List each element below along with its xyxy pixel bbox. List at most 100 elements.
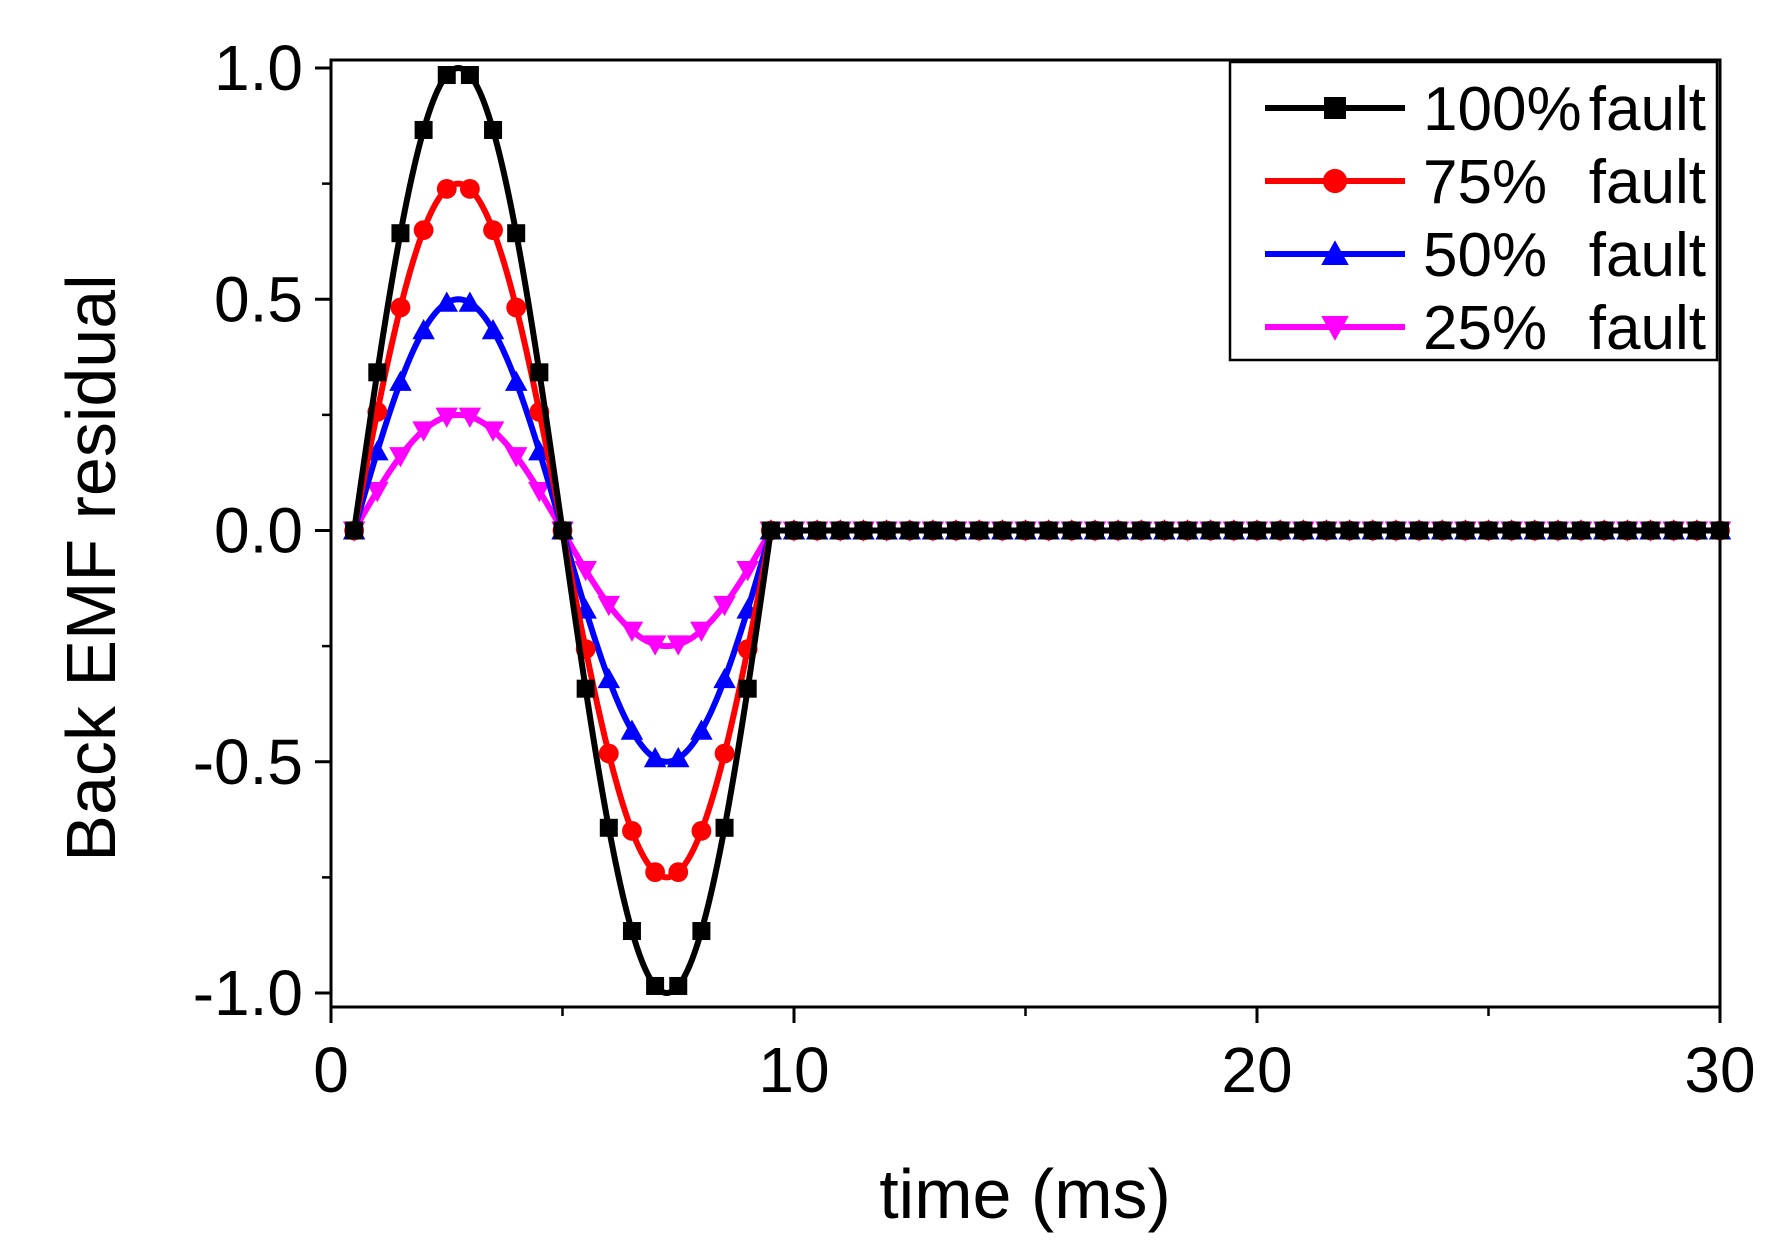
legend-marker	[1324, 97, 1346, 119]
data-point	[437, 66, 456, 85]
data-point	[1271, 521, 1290, 540]
data-point	[738, 679, 757, 698]
data-point	[714, 743, 735, 764]
data-point	[413, 220, 434, 240]
data-point	[993, 521, 1012, 540]
data-point	[598, 743, 619, 764]
data-point	[528, 481, 551, 503]
data-point	[366, 481, 389, 503]
data-point	[484, 120, 503, 139]
data-point	[1201, 521, 1220, 540]
data-point	[1479, 521, 1498, 540]
data-point	[389, 370, 412, 391]
data-point	[622, 821, 642, 841]
data-point	[900, 521, 919, 540]
data-point	[877, 521, 896, 540]
legend-marker	[1321, 316, 1349, 341]
y-axis-label: Back EMF residual	[52, 274, 130, 861]
data-point	[597, 667, 621, 689]
data-point	[576, 679, 595, 698]
data-point	[530, 363, 549, 382]
legend-label-word: fault	[1589, 75, 1706, 144]
data-point	[1572, 521, 1591, 540]
data-point	[1433, 521, 1452, 540]
x-tick-label: 20	[1221, 1034, 1292, 1106]
data-point	[1085, 521, 1104, 540]
data-point	[761, 521, 780, 540]
data-point	[1039, 521, 1058, 540]
data-point	[1525, 521, 1544, 540]
legend-label-pct: 100%	[1423, 75, 1582, 144]
legend-label-word: fault	[1589, 221, 1706, 290]
data-point	[436, 178, 457, 199]
data-point	[1502, 521, 1521, 540]
legend-label-pct: 25%	[1423, 294, 1547, 363]
data-point	[692, 922, 711, 941]
data-point	[458, 291, 482, 312]
data-point	[690, 621, 713, 642]
data-point	[808, 521, 827, 540]
data-point	[947, 521, 966, 540]
data-point	[345, 521, 364, 540]
data-point	[1178, 521, 1197, 540]
data-point	[1340, 521, 1359, 540]
series-100-fault	[345, 65, 1729, 996]
data-point	[691, 821, 712, 841]
data-point	[923, 521, 942, 540]
data-point	[785, 521, 803, 540]
data-point	[506, 297, 527, 318]
data-point	[646, 976, 665, 995]
data-point	[1248, 521, 1266, 540]
data-point	[1386, 521, 1405, 540]
data-point	[1317, 521, 1336, 540]
data-point	[667, 746, 690, 768]
data-point	[715, 818, 734, 837]
data-point	[412, 318, 435, 340]
data-point	[391, 224, 410, 243]
data-point	[481, 318, 505, 340]
x-axis-label: time (ms)	[879, 1155, 1171, 1233]
data-point	[1456, 521, 1475, 540]
x-tick-label: 30	[1684, 1034, 1755, 1106]
data-point	[389, 447, 412, 468]
data-point	[597, 595, 621, 617]
data-point	[435, 407, 458, 428]
series-layer	[342, 65, 1732, 996]
data-point	[831, 521, 850, 540]
data-point	[574, 561, 597, 582]
data-point	[713, 667, 736, 689]
data-point	[1664, 521, 1683, 540]
data-point	[1016, 521, 1035, 540]
data-point	[1363, 521, 1382, 540]
legend-label-word: fault	[1589, 294, 1706, 363]
data-point	[854, 521, 873, 540]
data-point	[1595, 521, 1614, 540]
data-point	[690, 719, 713, 740]
data-point	[481, 421, 505, 442]
data-point	[460, 66, 479, 85]
data-point	[620, 719, 644, 740]
legend-box	[1228, 60, 1719, 362]
data-point	[507, 224, 526, 243]
data-point	[643, 635, 667, 656]
data-point	[1618, 521, 1637, 540]
data-point	[1109, 521, 1128, 540]
data-point	[504, 447, 528, 468]
data-point	[669, 976, 688, 995]
data-point	[643, 746, 667, 768]
data-point	[620, 621, 644, 642]
data-point	[1155, 521, 1174, 540]
legend-label-word: fault	[1589, 148, 1706, 217]
data-point	[458, 407, 482, 428]
data-point	[1294, 521, 1313, 540]
data-point	[483, 220, 503, 240]
y-tick-label: -0.5	[193, 726, 303, 798]
legend-marker	[1322, 168, 1348, 194]
y-tick-label: 0.5	[214, 263, 303, 335]
data-point	[435, 291, 458, 312]
y-tick-label: -1.0	[193, 957, 303, 1029]
data-point	[713, 595, 736, 617]
data-point	[368, 363, 387, 382]
y-tick-label: 0.0	[214, 495, 303, 567]
